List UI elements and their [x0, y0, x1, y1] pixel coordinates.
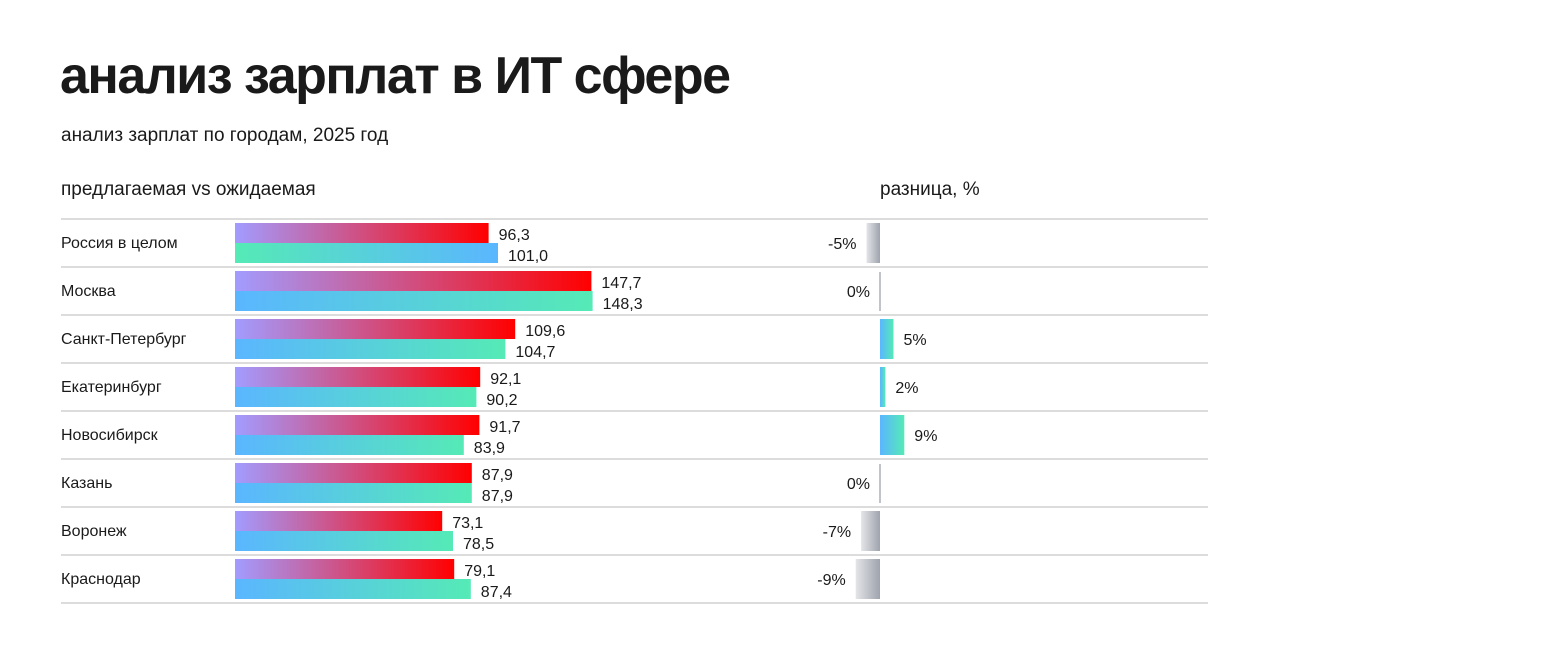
offered-value-label: 147,7 [601, 275, 641, 292]
difference-label: -5% [828, 236, 856, 253]
category-label: Казань [61, 475, 112, 492]
offered-salary-bar [235, 415, 480, 435]
expected-value-label: 148,3 [603, 296, 643, 313]
offered-salary-bar [235, 463, 472, 483]
expected-value-label: 78,5 [463, 536, 494, 553]
expected-salary-bar [235, 243, 498, 263]
difference-bar [880, 415, 905, 455]
expected-salary-bar [235, 435, 464, 455]
difference-bar [866, 223, 880, 263]
category-label: Санкт-Петербург [61, 331, 187, 348]
expected-salary-bar [235, 531, 453, 551]
offered-value-label: 109,6 [525, 323, 565, 340]
expected-value-label: 90,2 [486, 392, 517, 409]
difference-label: -7% [823, 524, 851, 541]
offered-value-label: 91,7 [489, 419, 520, 436]
chart-subtitle: анализ зарплат по городам, 2025 год [61, 125, 389, 146]
category-label: Краснодар [61, 571, 141, 588]
expected-value-label: 83,9 [474, 440, 505, 457]
expected-salary-bar [235, 387, 477, 407]
offered-value-label: 73,1 [452, 515, 483, 532]
offered-salary-bar [235, 511, 443, 531]
offered-salary-bar [235, 367, 481, 387]
category-label: Россия в целом [61, 235, 178, 252]
category-label: Воронеж [61, 523, 127, 540]
offered-value-label: 87,9 [482, 467, 513, 484]
difference-label: 9% [914, 428, 937, 445]
offered-salary-bar [235, 223, 489, 243]
difference-label: 5% [904, 332, 927, 349]
difference-bar [861, 511, 880, 551]
difference-column-header: разница, % [880, 179, 980, 200]
difference-label: -9% [817, 572, 845, 589]
difference-bar [880, 367, 886, 407]
expected-salary-bar [235, 579, 471, 599]
offered-value-label: 96,3 [499, 227, 530, 244]
expected-salary-bar [235, 483, 472, 503]
offered-salary-bar [235, 319, 516, 339]
chart-title: анализ зарплат в ИТ сфере [60, 47, 731, 105]
difference-label: 0% [847, 476, 870, 493]
difference-bar [880, 319, 894, 359]
expected-value-label: 87,9 [482, 488, 513, 505]
expected-value-label: 87,4 [481, 584, 512, 601]
expected-salary-bar [235, 339, 506, 359]
offered-value-label: 92,1 [490, 371, 521, 388]
offered-salary-bar [235, 559, 455, 579]
difference-bar [855, 559, 880, 599]
offered-salary-bar [235, 271, 592, 291]
expected-value-label: 101,0 [508, 248, 548, 265]
expected-value-label: 104,7 [515, 344, 555, 361]
difference-label: 2% [895, 380, 918, 397]
expected-salary-bar [235, 291, 593, 311]
category-label: Новосибирск [61, 427, 159, 444]
category-label: Екатеринбург [61, 379, 162, 396]
difference-label: 0% [847, 284, 870, 301]
left-column-header: предлагаемая vs ожидаемая [61, 179, 316, 200]
category-label: Москва [61, 283, 116, 300]
offered-value-label: 79,1 [464, 563, 495, 580]
